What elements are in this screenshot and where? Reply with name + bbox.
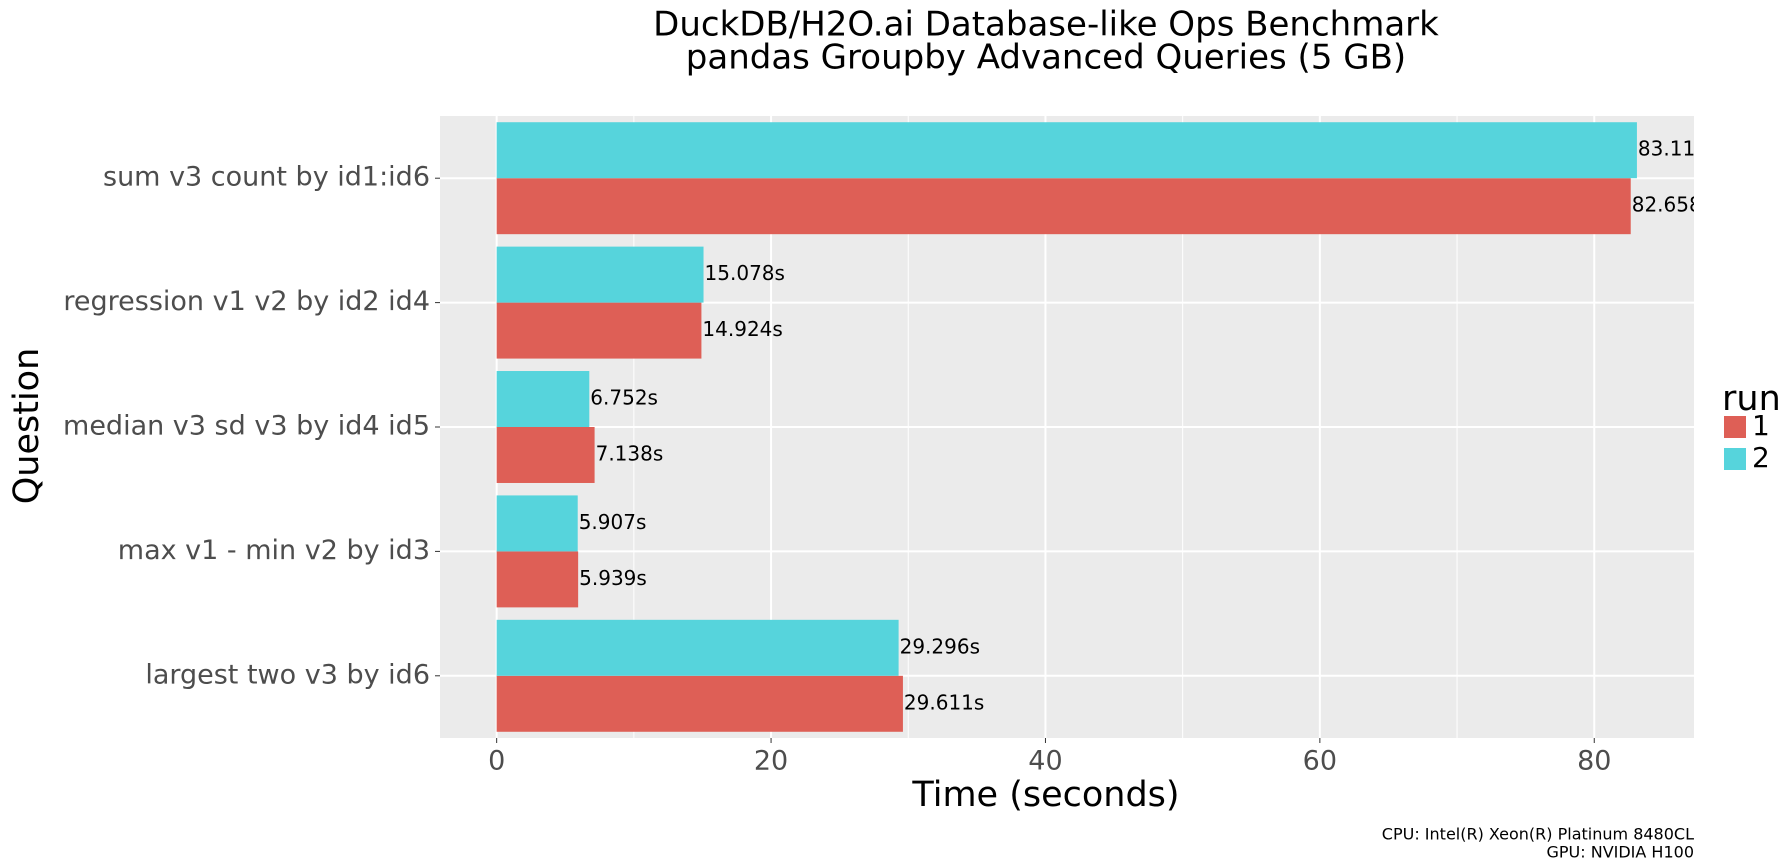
legend-label: 1 (1752, 409, 1770, 442)
legend-title: run (1722, 379, 1781, 419)
bar (496, 178, 1631, 235)
caption: GPU: NVIDIA H100 (1546, 843, 1694, 860)
value-label: 15.078s (705, 261, 785, 285)
value-label: 6.752s (590, 386, 658, 410)
bar (496, 246, 704, 303)
value-label: 14.924s (702, 317, 782, 341)
y-tick-label: sum v3 count by id1:id6 (103, 162, 430, 193)
bar (496, 122, 1637, 179)
bar (496, 495, 578, 552)
y-tick-label: max v1 - min v2 by id3 (118, 535, 430, 566)
bars (496, 122, 1637, 732)
chart-subtitle: pandas Groupby Advanced Queries (5 GB) (686, 38, 1406, 78)
x-tick-label: 60 (1303, 746, 1337, 777)
x-tick-label: 40 (1028, 746, 1062, 777)
axes: 0 20 40 60 80 sum v3 count by id1:id6 regressi… (63, 162, 1611, 777)
value-label: 29.611s (904, 690, 984, 714)
bar (496, 551, 579, 608)
x-tick-label: 0 (488, 746, 505, 777)
value-label: 83.11s (1638, 137, 1706, 161)
x-axis-title: Time (seconds) (911, 775, 1179, 815)
bar (496, 619, 899, 676)
bar (496, 371, 590, 427)
value-label: 5.939s (579, 566, 647, 590)
y-axis-title: Question (7, 348, 47, 505)
bar (496, 427, 595, 483)
y-tick-label: median v3 sd v3 by id4 id5 (63, 411, 430, 442)
legend-label: 2 (1752, 441, 1770, 474)
legend-swatch (1724, 448, 1746, 470)
value-label: 7.138s (596, 441, 664, 465)
value-label: 82.658s (1632, 193, 1712, 217)
y-tick-label: regression v1 v2 by id2 id4 (63, 286, 430, 317)
legend-swatch (1724, 416, 1746, 438)
x-tick-label: 80 (1577, 746, 1611, 777)
value-labels: 82.658s 83.11s 14.924s 15.078s 7.138s 6.752s 5… (579, 137, 1712, 715)
chart-title: DuckDB/H2O.ai Database-like Ops Benchmar… (653, 5, 1439, 45)
caption: CPU: Intel(R) Xeon(R) Platinum 8480CL (1382, 825, 1694, 844)
bar (496, 302, 702, 359)
value-label: 5.907s (579, 510, 647, 534)
x-tick-label: 20 (754, 746, 788, 777)
y-tick-label: largest two v3 by id6 (145, 659, 430, 690)
value-label: 29.296s (900, 634, 980, 658)
bar (496, 675, 903, 732)
